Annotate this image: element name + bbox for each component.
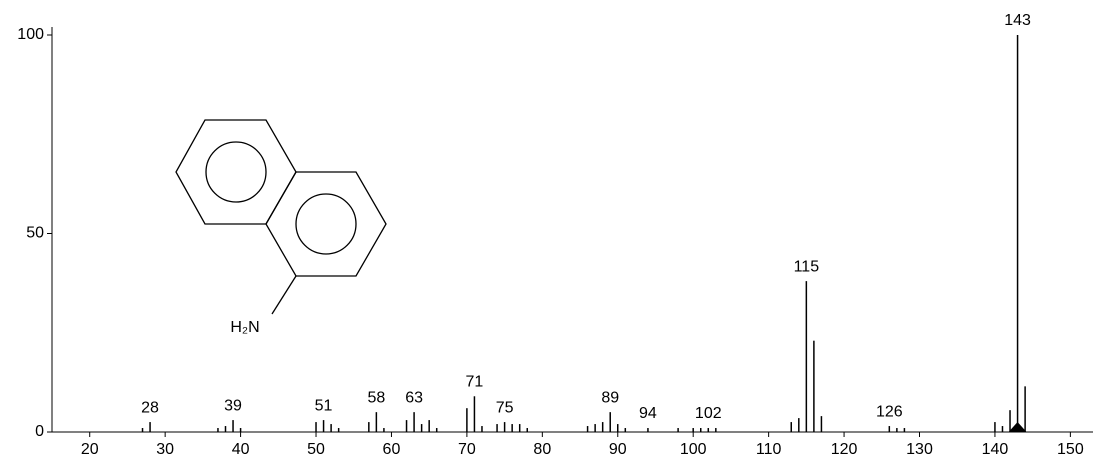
structure-label: H₂N (230, 319, 259, 336)
peak-label: 102 (695, 405, 722, 422)
marker (1008, 422, 1027, 432)
ring-circle (205, 141, 267, 203)
x-tick-label: 50 (307, 441, 325, 458)
x-tick-label: 20 (81, 441, 99, 458)
x-tick-label: 140 (982, 441, 1009, 458)
peak-label: 58 (367, 389, 385, 406)
peak-label: 71 (466, 373, 484, 390)
x-tick-label: 40 (232, 441, 250, 458)
x-tick-label: 120 (831, 441, 858, 458)
peak-label: 126 (876, 403, 903, 420)
peak-label: 94 (639, 405, 657, 422)
x-tick-label: 70 (458, 441, 476, 458)
ring (175, 119, 297, 225)
bond (271, 275, 297, 315)
peak-label: 115 (794, 258, 820, 275)
x-tick-label: 60 (383, 441, 401, 458)
x-tick-label: 90 (609, 441, 627, 458)
y-tick-label: 100 (17, 26, 44, 43)
y-tick-label: 0 (35, 423, 44, 440)
x-tick-label: 30 (156, 441, 174, 458)
x-tick-label: 130 (906, 441, 933, 458)
x-tick-label: 80 (533, 441, 551, 458)
peak-label: 75 (496, 399, 514, 416)
peak-label: 39 (224, 397, 242, 414)
x-tick-label: 150 (1057, 441, 1084, 458)
peak-label: 63 (405, 389, 423, 406)
peak-label: 28 (141, 399, 159, 416)
peak-label: 51 (315, 397, 333, 414)
x-tick-label: 110 (756, 441, 782, 458)
structure (175, 119, 387, 315)
peak-label: 89 (601, 389, 619, 406)
ring-circle (295, 193, 357, 255)
x-tick-label: 100 (680, 441, 707, 458)
y-tick-label: 50 (26, 225, 44, 242)
ring (265, 171, 387, 277)
peak-label: 143 (1004, 12, 1031, 29)
